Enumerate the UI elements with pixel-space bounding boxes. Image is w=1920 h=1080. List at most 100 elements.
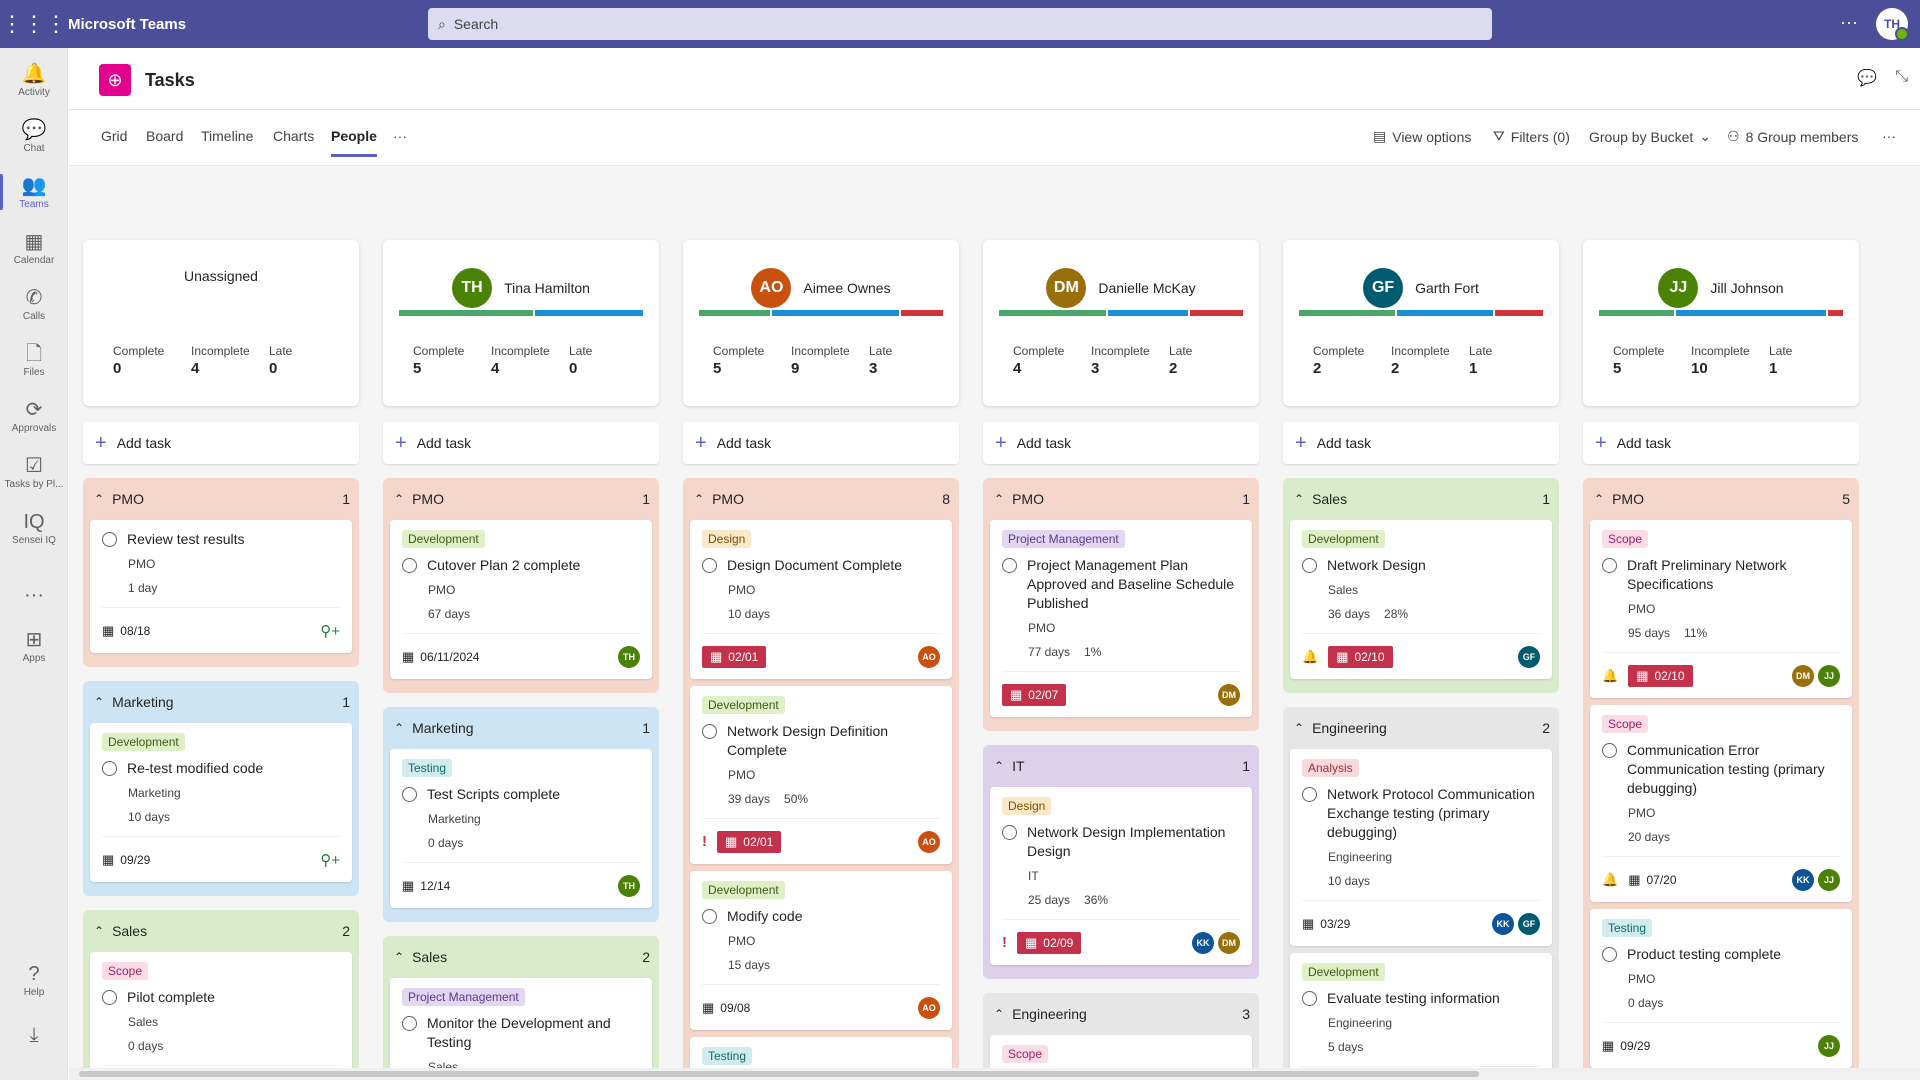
tab-grid[interactable]: Grid (101, 128, 128, 144)
task-card[interactable]: Development Network Design Sales 36 days 28%… (1290, 520, 1552, 679)
chevron-up-icon[interactable]: ⌃ (94, 695, 105, 709)
rail-item-download-icon[interactable]: ⤓ (0, 1008, 68, 1064)
bucket-header[interactable]: ⌃ PMO 5 (1590, 478, 1852, 520)
toolbar-more-icon[interactable]: ··· (1882, 128, 1896, 144)
chevron-up-icon[interactable]: ⌃ (94, 924, 105, 938)
assignee-avatar[interactable]: KK (1492, 912, 1514, 935)
complete-checkbox[interactable] (1302, 787, 1317, 802)
due-date[interactable]: ▦ 09/08 (702, 1000, 750, 1016)
search-input[interactable]: ⌕ Search (428, 8, 1492, 40)
chevron-up-icon[interactable]: ⌃ (994, 492, 1005, 506)
app-launcher-icon[interactable]: ⋮⋮⋮ (1, 11, 67, 36)
avatar[interactable]: GF (1363, 268, 1404, 308)
complete-checkbox[interactable] (102, 532, 117, 547)
rail-item-calendar[interactable]: ▦ Calendar (0, 220, 68, 276)
complete-checkbox[interactable] (1602, 743, 1617, 758)
bucket-header[interactable]: ⌃ Marketing 1 (390, 707, 652, 749)
rail-item-calls[interactable]: ✆ Calls (0, 276, 68, 332)
bucket-header[interactable]: ⌃ IT 1 (990, 745, 1252, 787)
assignee-avatar[interactable]: KK (1792, 868, 1814, 891)
assignee-avatar[interactable]: GF (1518, 645, 1540, 668)
bucket-header[interactable]: ⌃ PMO 1 (90, 478, 352, 520)
complete-checkbox[interactable] (702, 724, 717, 739)
task-card[interactable]: Testing Test Scripts complete Marketing 0 d… (390, 749, 652, 908)
chevron-up-icon[interactable]: ⌃ (394, 721, 405, 735)
rail-item-help[interactable]: ? Help (0, 952, 68, 1008)
bucket-header[interactable]: ⌃ PMO 8 (690, 478, 952, 520)
chat-icon[interactable]: 💬 (1857, 70, 1878, 87)
chevron-up-icon[interactable]: ⌃ (694, 492, 705, 506)
tab-people[interactable]: People (331, 128, 377, 157)
bucket-header[interactable]: ⌃ PMO 1 (390, 478, 652, 520)
rail-item-chat[interactable]: 💬 Chat (0, 108, 68, 164)
assignee-avatar[interactable]: AO (918, 830, 940, 853)
rail-item-apps[interactable]: ⊞ Apps (0, 618, 68, 674)
complete-checkbox[interactable] (1002, 825, 1017, 840)
bucket-header[interactable]: ⌃ Engineering 2 (1290, 707, 1552, 749)
collapse-icon[interactable]: ⤡ (1895, 68, 1908, 85)
due-date[interactable]: ▦ 02/01 (717, 830, 782, 853)
bucket-header[interactable]: ⌃ Sales 2 (390, 936, 652, 978)
tabs-more-icon[interactable]: ··· (393, 128, 407, 144)
complete-checkbox[interactable] (402, 1016, 417, 1031)
due-date[interactable]: ▦ 02/10 (1328, 645, 1393, 668)
chevron-up-icon[interactable]: ⌃ (994, 759, 1005, 773)
chevron-up-icon[interactable]: ⌃ (94, 492, 105, 506)
task-card[interactable]: Project Management Monitor the Developmen… (390, 978, 652, 1080)
assignee-avatar[interactable]: DM (1218, 683, 1240, 706)
rail-item-more-icon[interactable]: ··· (0, 568, 68, 624)
complete-checkbox[interactable] (1602, 947, 1617, 962)
user-avatar[interactable]: TH (1876, 8, 1909, 41)
task-card[interactable]: Design Design Document Complete PMO 10 days… (690, 520, 952, 679)
rail-item-activity[interactable]: 🔔 Activity (0, 52, 68, 108)
task-card[interactable]: Scope Draft Preliminary Network Specifica… (1590, 520, 1852, 698)
due-date[interactable]: ▦ 09/29 (1602, 1038, 1650, 1054)
complete-checkbox[interactable] (1602, 558, 1617, 573)
assign-person-icon[interactable]: ⚲+ (320, 622, 340, 640)
due-date[interactable]: ▦ 02/07 (1002, 683, 1067, 706)
bucket-header[interactable]: ⌃ Engineering 3 (990, 993, 1252, 1035)
assignee-avatar[interactable]: JJ (1818, 1034, 1840, 1057)
rail-item-teams[interactable]: 👥 Teams (0, 164, 68, 220)
assignee-avatar[interactable]: DM (1792, 664, 1814, 687)
due-date[interactable]: ▦ 07/20 (1628, 872, 1676, 888)
add-task-button[interactable]: + Add task (83, 422, 359, 464)
due-date[interactable]: ▦ 02/09 (1017, 931, 1082, 954)
avatar[interactable]: AO (751, 268, 792, 308)
due-date[interactable]: ▦ 12/14 (402, 878, 450, 894)
chevron-up-icon[interactable]: ⌃ (1294, 721, 1305, 735)
task-card[interactable]: Development Modify code PMO 15 days ▦ 09/08 AO (690, 871, 952, 1030)
chevron-up-icon[interactable]: ⌃ (994, 1007, 1005, 1021)
tab-board[interactable]: Board (146, 128, 184, 144)
assignee-avatar[interactable]: GF (1518, 912, 1540, 935)
due-date[interactable]: ▦ 08/18 (102, 623, 150, 639)
assignee-avatar[interactable]: TH (618, 645, 640, 668)
tab-charts[interactable]: Charts (273, 128, 315, 144)
chevron-up-icon[interactable]: ⌃ (394, 950, 405, 964)
assignee-avatar[interactable]: DM (1218, 931, 1240, 954)
bucket-header[interactable]: ⌃ PMO 1 (990, 478, 1252, 520)
rail-item-tasks-by-pl-[interactable]: ☑ Tasks by Pl... (0, 444, 68, 500)
rail-item-approvals[interactable]: ⟳ Approvals (0, 388, 68, 444)
complete-checkbox[interactable] (402, 787, 417, 802)
chevron-up-icon[interactable]: ⌃ (1594, 492, 1605, 506)
complete-checkbox[interactable] (1002, 558, 1017, 573)
assignee-avatar[interactable]: AO (918, 996, 940, 1019)
due-date[interactable]: ▦ 09/29 (102, 852, 150, 868)
assignee-avatar[interactable]: JJ (1818, 664, 1840, 687)
bucket-header[interactable]: ⌃ Sales 2 (90, 910, 352, 952)
complete-checkbox[interactable] (702, 558, 717, 573)
filters-button[interactable]: ⛛ Filters (0) (1493, 128, 1570, 145)
complete-checkbox[interactable] (1302, 991, 1317, 1006)
view-options-button[interactable]: ▤ View options (1373, 128, 1471, 145)
task-card[interactable]: Development Evaluate testing information E… (1290, 953, 1552, 1080)
assignee-avatar[interactable]: KK (1192, 931, 1214, 954)
due-date[interactable]: ▦ 02/10 (1628, 664, 1693, 687)
task-card[interactable]: Analysis Network Protocol Communication E… (1290, 749, 1552, 946)
chevron-up-icon[interactable]: ⌃ (394, 492, 405, 506)
task-card[interactable]: Testing Product testing complete PMO 0 days… (1590, 909, 1852, 1068)
task-card[interactable]: Scope Communication Error Communication t… (1590, 705, 1852, 902)
tab-timeline[interactable]: Timeline (201, 128, 254, 144)
bucket-header[interactable]: ⌃ Sales 1 (1290, 478, 1552, 520)
avatar[interactable]: JJ (1658, 268, 1699, 308)
